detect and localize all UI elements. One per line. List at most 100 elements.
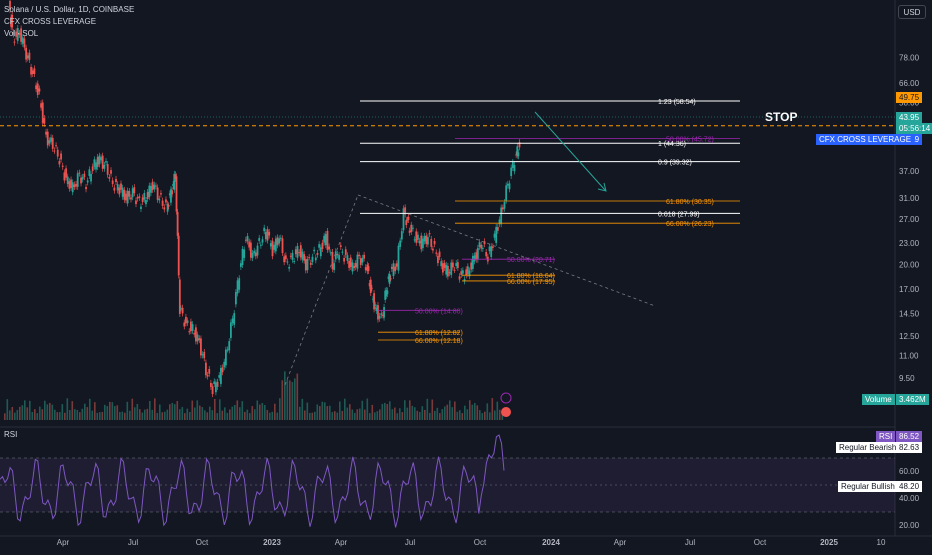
- candle-body: [76, 173, 79, 187]
- candle-body: [443, 262, 446, 268]
- volume-bar: [149, 400, 151, 420]
- price-tick-label: 66.00: [899, 79, 920, 88]
- candle-body: [343, 257, 346, 262]
- candle-body: [446, 265, 449, 277]
- candle-body: [133, 187, 136, 194]
- candle-body: [334, 251, 337, 260]
- candle-body: [20, 28, 22, 42]
- fib-level-label: 61.80% (30.35): [666, 199, 714, 206]
- candle-body: [11, 14, 14, 28]
- candle-body: [448, 272, 451, 274]
- time-tick-label: 2023: [263, 538, 281, 547]
- volume-bar: [164, 411, 166, 420]
- volume-bar: [44, 400, 46, 420]
- time-tick-label: Jul: [685, 538, 695, 547]
- volume-bar: [224, 407, 226, 420]
- volume-bar: [491, 398, 494, 420]
- candle-body: [196, 334, 199, 342]
- volume-bar: [131, 398, 134, 420]
- volume-bar: [174, 404, 176, 420]
- volume-bar: [324, 402, 326, 420]
- volume-bar: [236, 400, 239, 420]
- candle-body: [394, 266, 397, 272]
- candle-body: [70, 179, 72, 188]
- candle-body: [369, 279, 372, 294]
- candle-body: [30, 66, 32, 75]
- symbol-title: Solana / U.S. Dollar, 1D, COINBASE: [4, 5, 135, 14]
- candle-body: [251, 252, 254, 259]
- volume-bar: [39, 406, 41, 420]
- volume-bar: [316, 404, 319, 420]
- volume-bar: [366, 398, 369, 420]
- candle-body: [404, 207, 407, 215]
- candle-body: [453, 269, 456, 271]
- rsi-tick-label: 40.00: [899, 494, 920, 503]
- volume-bar: [226, 412, 229, 420]
- candle-body: [468, 270, 471, 277]
- stop-price-badge: 49.75: [896, 92, 923, 103]
- candle-body: [319, 247, 322, 257]
- regular-bullish-label: Regular Bullish: [838, 481, 898, 492]
- candle-body: [167, 205, 170, 207]
- volume-bar: [351, 409, 354, 420]
- candle-body: [500, 207, 503, 225]
- volume-bar: [29, 400, 31, 420]
- price-tick-label: 27.00: [899, 215, 920, 224]
- candle-body: [156, 187, 159, 200]
- fib-level-label: 50.00% (14.80): [415, 308, 463, 315]
- candle-body: [483, 241, 486, 245]
- volume-bar: [294, 378, 296, 420]
- candle-body: [412, 227, 414, 229]
- volume-bar: [446, 404, 449, 420]
- event-flag-icon: [501, 407, 511, 417]
- candle-body: [266, 229, 269, 241]
- currency-button[interactable]: USD: [898, 5, 926, 19]
- candle-body: [375, 307, 378, 312]
- candle-body: [91, 166, 94, 171]
- price-tick-label: 17.00: [899, 285, 920, 294]
- volume-bar: [96, 412, 99, 420]
- volume-indicator-label: Vol · SOL: [4, 29, 39, 38]
- rsi-line: [0, 434, 505, 528]
- time-tick-label: Apr: [335, 538, 348, 547]
- volume-bar: [116, 405, 119, 420]
- candle-body: [428, 233, 431, 235]
- lightning-icon: [500, 392, 512, 404]
- volume-bar: [359, 408, 361, 420]
- candle-body: [311, 256, 314, 262]
- price-tick-label: 12.50: [899, 332, 920, 341]
- candle-body: [16, 27, 19, 41]
- candle-body: [68, 181, 71, 189]
- candle-body: [206, 374, 209, 377]
- volume-bar: [64, 412, 66, 420]
- candle-body: [390, 266, 393, 270]
- candle-body: [408, 230, 411, 233]
- time-tick-label: Oct: [474, 538, 487, 547]
- candle-body: [253, 250, 256, 254]
- candle-body: [513, 165, 516, 172]
- volume-bar: [209, 406, 211, 420]
- volume-bar: [299, 406, 301, 420]
- candle-body: [366, 264, 369, 272]
- candle-body: [26, 55, 29, 59]
- candle-body: [198, 338, 201, 341]
- candle-body: [218, 375, 221, 378]
- volume-bar: [314, 411, 316, 420]
- volume-bar: [451, 407, 454, 420]
- candle-body: [395, 263, 398, 267]
- candle-body: [23, 38, 26, 48]
- candle-body: [378, 315, 381, 319]
- volume-bar: [474, 402, 476, 420]
- candle-body: [148, 185, 151, 198]
- candle-body: [374, 304, 377, 306]
- candle-body: [435, 252, 438, 254]
- candle-body: [131, 188, 134, 198]
- volume-bar: [239, 407, 241, 420]
- volume-bar: [501, 410, 504, 420]
- candle-body: [66, 176, 69, 185]
- time-tick-label: 2024: [542, 538, 560, 547]
- candle-body: [98, 155, 101, 165]
- candle-body: [274, 238, 277, 252]
